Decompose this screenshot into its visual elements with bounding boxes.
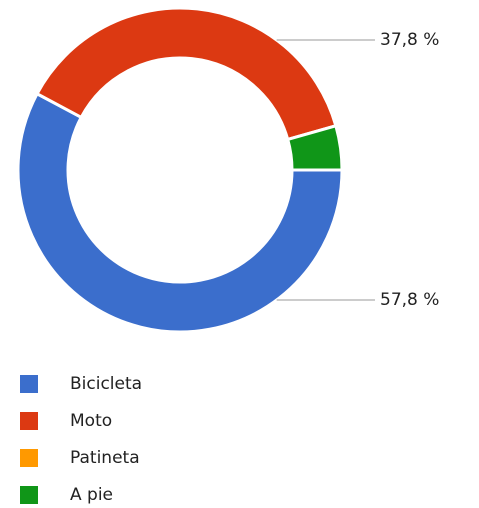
legend-swatch — [20, 375, 38, 393]
legend-label: Patineta — [70, 448, 140, 468]
donut-slice — [35, 6, 338, 142]
legend-label: Moto — [70, 411, 112, 431]
donut-slice — [16, 91, 344, 334]
data-label: 37,8 % — [380, 30, 439, 50]
donut-slice — [285, 123, 344, 172]
legend-swatch — [20, 412, 38, 430]
legend-label: Bicicleta — [70, 374, 142, 394]
legend-swatch — [20, 449, 38, 467]
legend-label: A pie — [70, 485, 113, 505]
legend-swatch — [20, 486, 38, 504]
data-label: 57,8 % — [380, 290, 439, 310]
